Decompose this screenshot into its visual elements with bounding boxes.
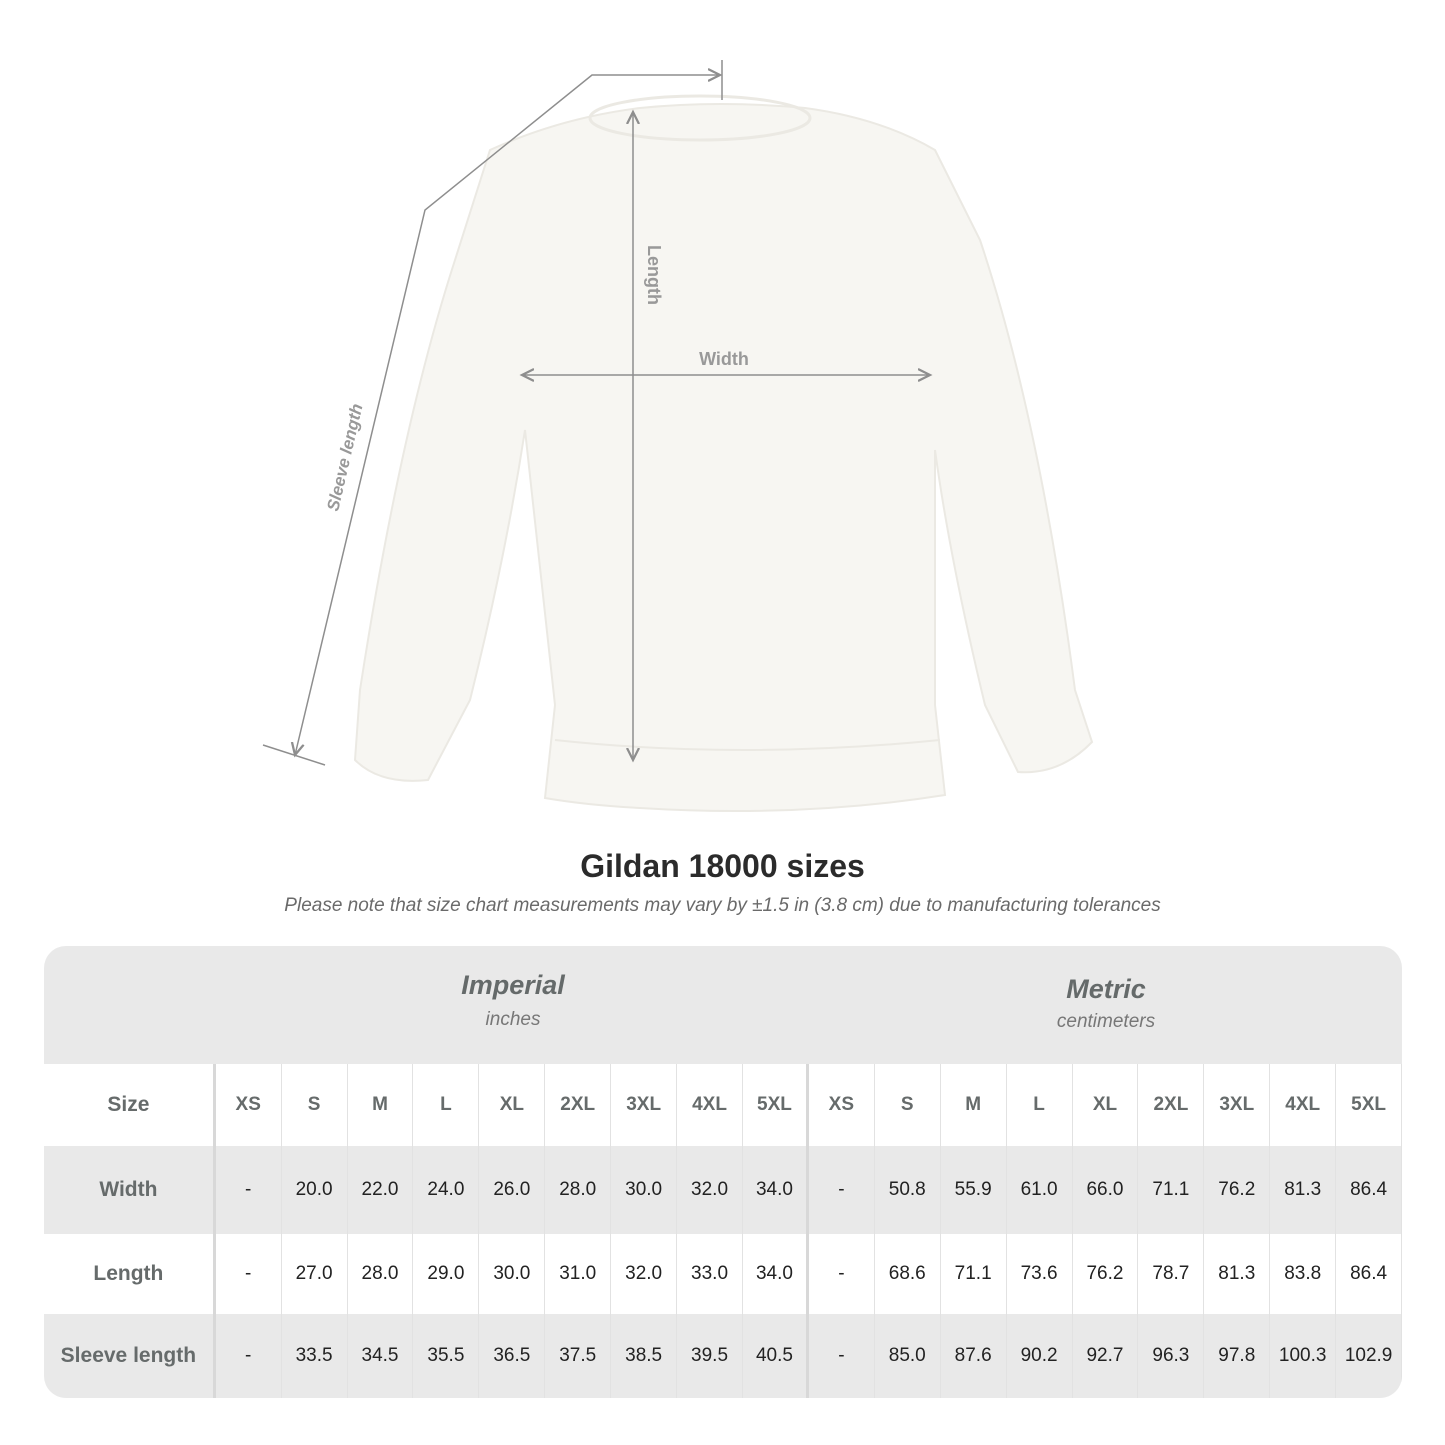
metric-value-cell: 76.2 <box>1204 1146 1271 1234</box>
imperial-header: Imperial inches <box>216 946 810 1064</box>
size-header-cell: XS <box>216 1064 282 1146</box>
metric-value-cell: 86.4 <box>1336 1146 1402 1234</box>
metric-value-cell: 76.2 <box>1073 1234 1139 1314</box>
size-header-cell: 4XL <box>677 1064 743 1146</box>
imperial-value-cell: 28.0 <box>348 1234 414 1314</box>
size-header-cell: S <box>875 1064 941 1146</box>
imperial-value-cell: 35.5 <box>413 1314 480 1398</box>
size-header-cell: 4XL <box>1270 1064 1337 1146</box>
imperial-value-cell: 33.5 <box>282 1314 348 1398</box>
length-label: Length <box>644 245 664 305</box>
metric-value-cell: - <box>809 1146 875 1234</box>
metric-value-cell: 96.3 <box>1138 1314 1205 1398</box>
table-row: Sleeve length -33.5 34.5 35.5 36.5 37.5 38.5 39… <box>44 1314 1402 1398</box>
page-title: Gildan 18000 sizes <box>580 848 865 884</box>
cuff-tick <box>262 744 326 766</box>
measurement-lines <box>262 60 930 766</box>
metric-value-cell: - <box>809 1314 875 1398</box>
imperial-value-cell: 24.0 <box>413 1146 480 1234</box>
imperial-value-cell: 32.0 <box>677 1146 743 1234</box>
size-header-row: Size XS S M L XL 2XL 3XL 4XL 5XL XS S M L XL 2XL 3XL 4XL 5… <box>44 1064 1402 1146</box>
size-header-cell: 3XL <box>1204 1064 1271 1146</box>
width-label: Width <box>699 349 749 369</box>
size-table: Imperial inches Metric centimeters Size X… <box>44 946 1402 1398</box>
imperial-value-cell: 22.0 <box>348 1146 414 1234</box>
metric-value-cell: 85.0 <box>875 1314 941 1398</box>
imperial-value-cell: 40.5 <box>743 1314 809 1398</box>
metric-value-cell: 71.1 <box>1138 1146 1205 1234</box>
imperial-value-cell: 34.0 <box>743 1234 809 1314</box>
metric-value-cell: 68.6 <box>875 1234 941 1314</box>
row-label: Sleeve length <box>44 1314 216 1398</box>
size-header-cell: 3XL <box>611 1064 678 1146</box>
size-header-cell: 5XL <box>743 1064 809 1146</box>
size-header-cell: S <box>282 1064 348 1146</box>
imperial-value-cell: 39.5 <box>677 1314 743 1398</box>
metric-value-cell: 86.4 <box>1336 1234 1402 1314</box>
metric-value-cell: 83.8 <box>1270 1234 1337 1314</box>
size-header-cell: 5XL <box>1336 1064 1402 1146</box>
metric-value-cell: 81.3 <box>1204 1234 1271 1314</box>
metric-value-cell: 50.8 <box>875 1146 941 1234</box>
imperial-value-cell: 29.0 <box>413 1234 480 1314</box>
row-label: Width <box>44 1146 216 1234</box>
tolerance-note: Please note that size chart measurements… <box>284 895 1161 916</box>
imperial-value-cell: 30.0 <box>611 1146 678 1234</box>
size-header-cell: XS <box>809 1064 875 1146</box>
table-row: Length -27.0 28.0 29.0 30.0 31.0 32.0 33.0 34.0-… <box>44 1234 1402 1314</box>
metric-value-cell: 66.0 <box>1073 1146 1139 1234</box>
metric-value-cell: 87.6 <box>941 1314 1007 1398</box>
row-label: Length <box>44 1234 216 1314</box>
imperial-title: Imperial <box>461 970 565 1000</box>
imperial-value-cell: 37.5 <box>545 1314 612 1398</box>
imperial-value-cell: 34.0 <box>743 1146 809 1234</box>
imperial-value-cell: 26.0 <box>479 1146 546 1234</box>
metric-value-cell: 73.6 <box>1007 1234 1073 1314</box>
metric-value-cell: 102.9 <box>1336 1314 1402 1398</box>
imperial-value-cell: - <box>216 1146 282 1234</box>
metric-value-cell: 55.9 <box>941 1146 1007 1234</box>
imperial-value-cell: 38.5 <box>611 1314 678 1398</box>
table-header-band <box>44 946 1402 1064</box>
imperial-value-cell: - <box>216 1234 282 1314</box>
metric-header: Metric centimeters <box>810 946 1402 1064</box>
size-header-cell: XL <box>479 1064 546 1146</box>
metric-value-cell: 61.0 <box>1007 1146 1073 1234</box>
imperial-value-cell: 30.0 <box>479 1234 546 1314</box>
imperial-value-cell: 33.0 <box>677 1234 743 1314</box>
sleeve-measure-line <box>295 75 720 755</box>
imperial-unit: inches <box>485 1009 541 1030</box>
metric-value-cell: 92.7 <box>1073 1314 1139 1398</box>
metric-unit: centimeters <box>1056 1011 1156 1032</box>
metric-value-cell: 81.3 <box>1270 1146 1337 1234</box>
imperial-value-cell: 20.0 <box>282 1146 348 1234</box>
imperial-value-cell: 34.5 <box>348 1314 414 1398</box>
metric-value-cell: 78.7 <box>1138 1234 1205 1314</box>
metric-title: Metric <box>1066 974 1146 1004</box>
size-header-cell: M <box>941 1064 1007 1146</box>
size-header-cell: XL <box>1073 1064 1139 1146</box>
metric-value-cell: 97.8 <box>1204 1314 1271 1398</box>
imperial-value-cell: 32.0 <box>611 1234 678 1314</box>
sweatshirt-diagram: Length Width Sleeve length <box>262 60 1094 813</box>
size-header-cell: 2XL <box>545 1064 612 1146</box>
metric-value-cell: 90.2 <box>1007 1314 1073 1398</box>
metric-value-cell: 71.1 <box>941 1234 1007 1314</box>
row-label: Size <box>44 1064 216 1146</box>
size-header-cell: M <box>348 1064 414 1146</box>
metric-value-cell: - <box>809 1234 875 1314</box>
size-header-cell: L <box>1007 1064 1073 1146</box>
size-header-cell: L <box>413 1064 480 1146</box>
imperial-value-cell: - <box>216 1314 282 1398</box>
imperial-value-cell: 27.0 <box>282 1234 348 1314</box>
size-header-cell: 2XL <box>1138 1064 1205 1146</box>
sleeve-length-label: Sleeve length <box>323 402 366 513</box>
imperial-value-cell: 31.0 <box>545 1234 612 1314</box>
imperial-value-cell: 36.5 <box>479 1314 546 1398</box>
imperial-value-cell: 28.0 <box>545 1146 612 1234</box>
table-row: Width -20.0 22.0 24.0 26.0 28.0 30.0 32.0 34.0-5… <box>44 1146 1402 1234</box>
sweatshirt-illustration <box>353 94 1094 813</box>
metric-value-cell: 100.3 <box>1270 1314 1337 1398</box>
